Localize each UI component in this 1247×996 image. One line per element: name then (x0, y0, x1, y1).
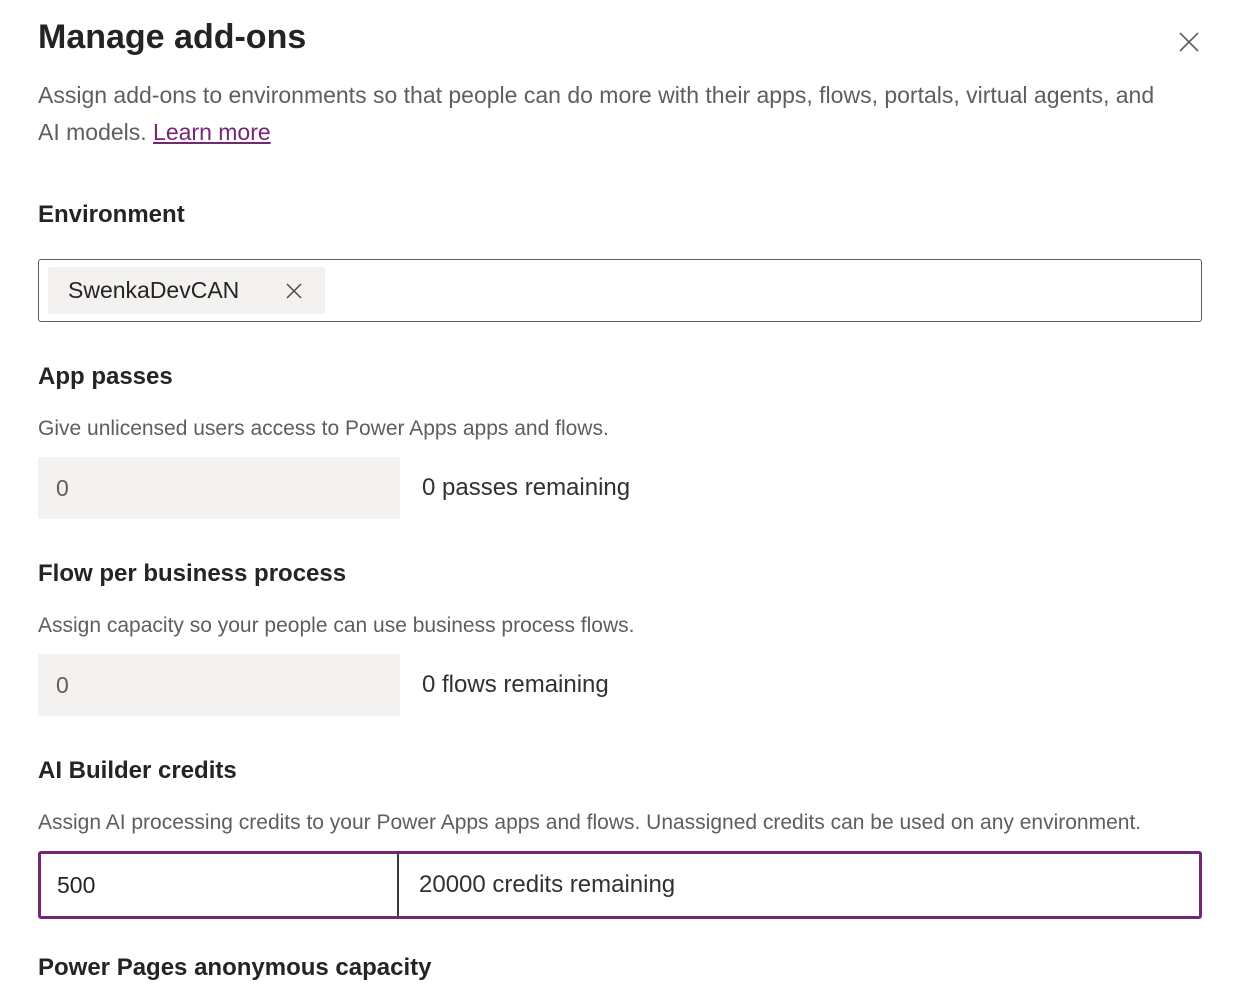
app-passes-section: App passes Give unlicensed users access … (38, 362, 1200, 519)
ai-builder-credits-description: Assign AI processing credits to your Pow… (38, 811, 1142, 834)
flow-per-business-process-section: Flow per business process Assign capacit… (38, 559, 1200, 716)
learn-more-link[interactable]: Learn more (153, 119, 271, 145)
power-pages-title: Power Pages anonymous capacity (38, 954, 432, 981)
page-title: Manage add-ons (38, 18, 307, 56)
environment-tag-label: SwenkaDevCAN (68, 277, 240, 303)
close-button[interactable] (1171, 24, 1207, 60)
close-icon (1175, 28, 1203, 56)
environment-tag: SwenkaDevCAN (48, 267, 326, 314)
flow-per-business-process-title: Flow per business process (38, 560, 347, 587)
flow-per-business-process-input (38, 654, 400, 716)
ai-builder-credits-title: AI Builder credits (38, 757, 237, 784)
environment-picker[interactable]: SwenkaDevCAN (38, 259, 1202, 322)
app-passes-input (38, 457, 400, 519)
remove-environment-button[interactable] (281, 278, 307, 304)
panel-description-text: Assign add-ons to environments so that p… (38, 82, 1155, 145)
power-pages-section: Power Pages anonymous capacity (38, 953, 1200, 983)
ai-builder-credits-field: 20000 credits remaining (38, 851, 1202, 919)
flow-per-business-process-remaining: 0 flows remaining (422, 671, 609, 698)
app-passes-description: Give unlicensed users access to Power Ap… (38, 417, 609, 440)
app-passes-title: App passes (38, 363, 173, 390)
ai-builder-credits-remaining: 20000 credits remaining (419, 871, 676, 898)
panel-description: Assign add-ons to environments so that p… (38, 77, 1173, 151)
app-passes-remaining: 0 passes remaining (422, 474, 631, 501)
flow-per-business-process-description: Assign capacity so your people can use b… (38, 614, 635, 637)
ai-builder-credits-section: AI Builder credits Assign AI processing … (38, 756, 1202, 919)
dismiss-icon (283, 280, 305, 302)
environment-label: Environment (38, 201, 185, 228)
ai-builder-credits-input[interactable] (41, 854, 399, 916)
